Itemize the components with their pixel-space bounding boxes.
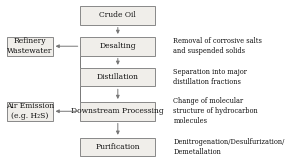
Bar: [80, 102, 155, 121]
Text: Crude Oil: Crude Oil: [99, 11, 136, 19]
Text: Denitrogenation/Desulfurization/
Demetallation: Denitrogenation/Desulfurization/ Demetal…: [173, 138, 285, 156]
Bar: [80, 138, 155, 156]
Text: Air Emission
(e.g. H₂S): Air Emission (e.g. H₂S): [6, 102, 54, 120]
Text: Separation into major
distillation fractions: Separation into major distillation fract…: [173, 68, 247, 86]
Bar: [7, 37, 53, 56]
Bar: [80, 6, 155, 25]
Text: Purification: Purification: [95, 143, 140, 151]
Text: Removal of corrosive salts
and suspended solids: Removal of corrosive salts and suspended…: [173, 37, 262, 55]
Bar: [80, 37, 155, 56]
Text: Refinery
Wastewater: Refinery Wastewater: [7, 37, 53, 55]
Bar: [7, 102, 53, 121]
Text: Desalting: Desalting: [99, 42, 136, 50]
Bar: [80, 68, 155, 86]
Text: Distillation: Distillation: [97, 73, 139, 81]
Text: Downstream Processing: Downstream Processing: [71, 107, 164, 115]
Text: Change of molecular
structure of hydrocarbon
molecules: Change of molecular structure of hydroca…: [173, 97, 258, 125]
